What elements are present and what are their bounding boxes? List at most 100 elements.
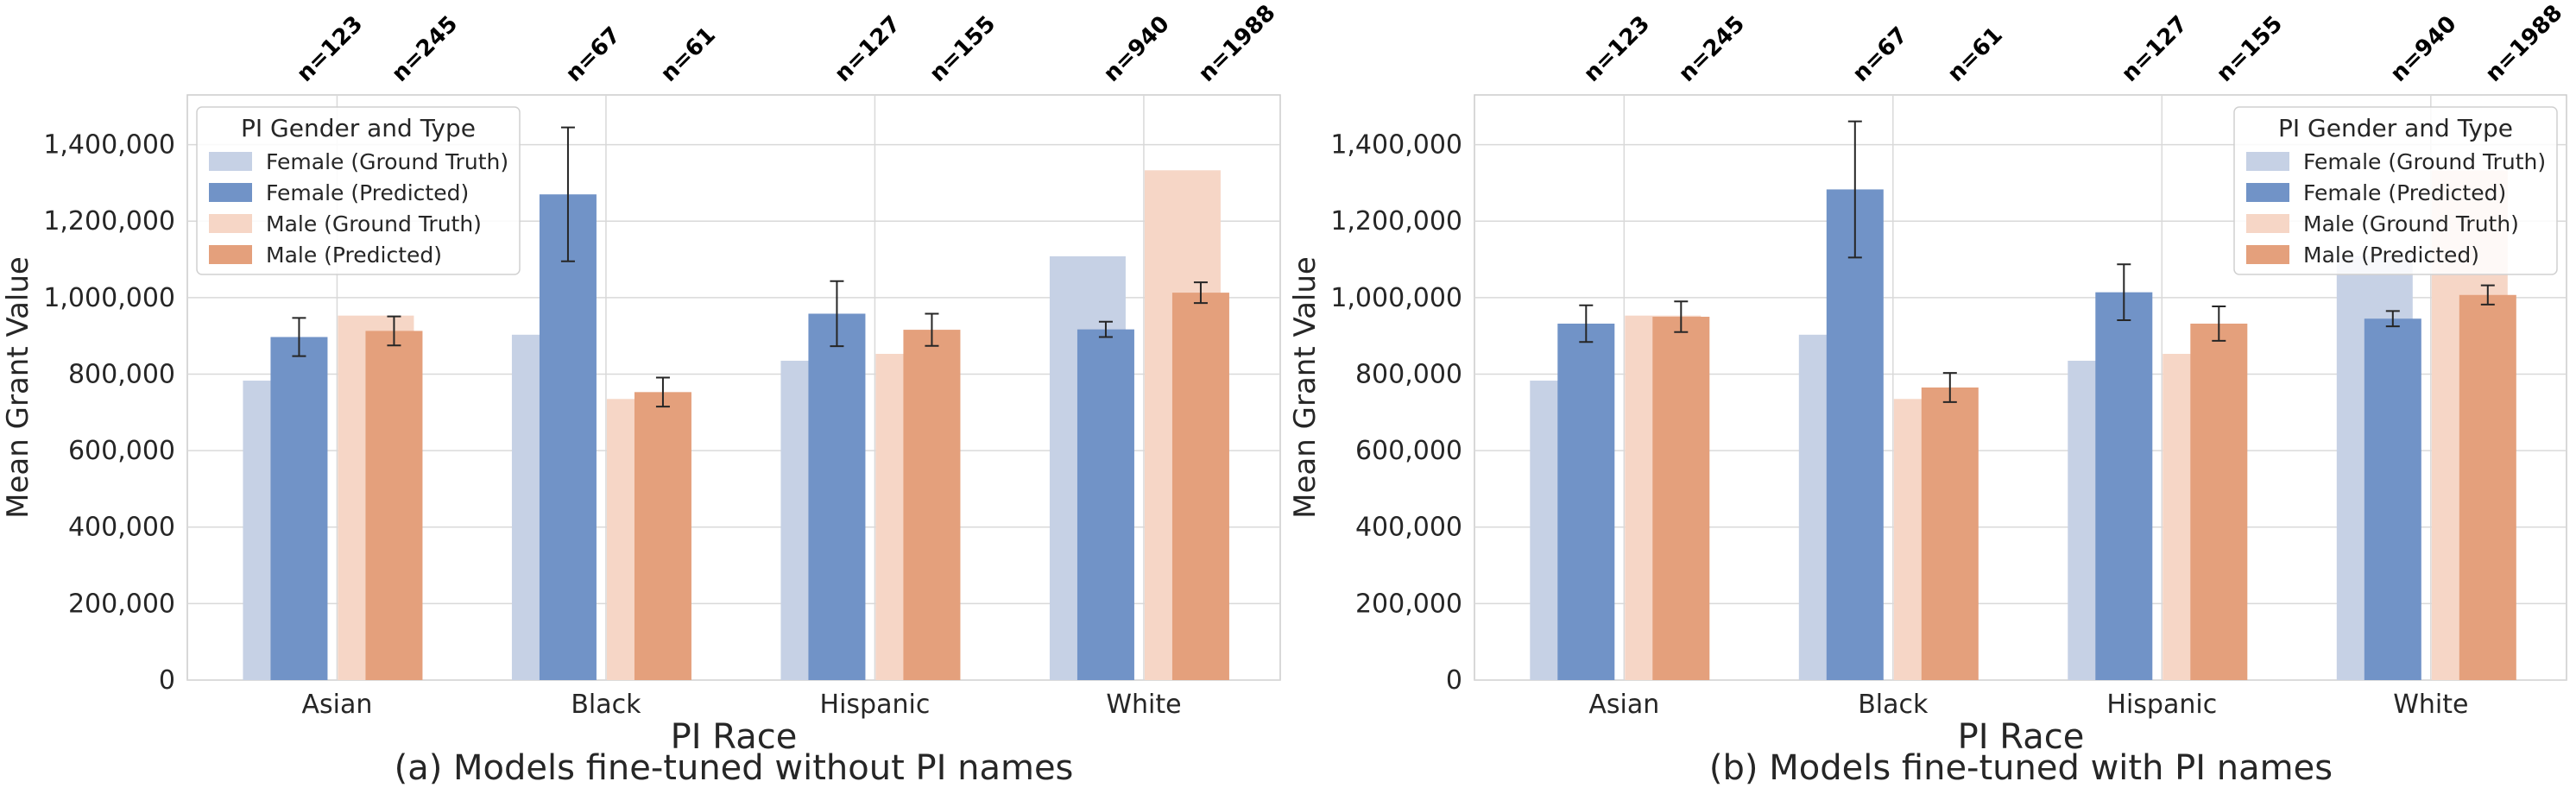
x-tick-label: Black bbox=[571, 690, 641, 720]
error-bar bbox=[2385, 310, 2400, 328]
sample-size-label: n=940 bbox=[1099, 11, 1175, 87]
bar-male-predicted bbox=[903, 330, 961, 680]
sample-size-label: n=245 bbox=[1674, 11, 1750, 87]
y-axis-label: Mean Grant Value bbox=[1288, 256, 1323, 519]
bar-male-predicted bbox=[1652, 317, 1710, 680]
legend-swatch bbox=[2246, 214, 2289, 233]
x-tick-label: Hispanic bbox=[2106, 690, 2217, 720]
bar-male-predicted bbox=[1921, 388, 1979, 680]
sample-size-label: n=67 bbox=[1848, 22, 1913, 87]
legend-swatch bbox=[2246, 183, 2289, 202]
x-tick-label: Asian bbox=[301, 690, 372, 720]
error-bar bbox=[292, 317, 306, 357]
legend-swatch bbox=[209, 245, 252, 264]
legend-entry: Female (Predicted) bbox=[2303, 180, 2506, 205]
error-bar bbox=[2212, 306, 2226, 342]
chart-panel-a: 0 200,000 400,000 600,000 800,000 1,000,000 1,… bbox=[1, 0, 1281, 788]
legend-box bbox=[2233, 106, 2558, 275]
error-bar bbox=[2480, 284, 2495, 306]
y-tick-label: 400,000 bbox=[68, 513, 175, 543]
chart-panel-b: 0 200,000 400,000 600,000 800,000 1,000,000 1,… bbox=[1288, 0, 2567, 788]
bar-female-predicted bbox=[808, 313, 866, 680]
sample-size-label: n=155 bbox=[2212, 11, 2288, 87]
error-bar bbox=[1847, 120, 1862, 259]
y-tick-label: 1,400,000 bbox=[43, 130, 175, 161]
sample-size-label: n=67 bbox=[561, 22, 626, 87]
bar-male-predicted bbox=[2459, 294, 2516, 680]
legend-entry: Female (Predicted) bbox=[266, 180, 469, 205]
legend-swatch bbox=[209, 152, 252, 171]
error-bar bbox=[2117, 263, 2131, 322]
sample-size-label: n=245 bbox=[387, 11, 463, 87]
y-tick-label: 600,000 bbox=[1355, 436, 1462, 466]
y-tick-label: 200,000 bbox=[1355, 589, 1462, 619]
y-axis-label: Mean Grant Value bbox=[1, 256, 35, 519]
bar-female-predicted bbox=[2364, 318, 2421, 680]
y-tick-label: 0 bbox=[159, 665, 175, 696]
legend-title: PI Gender and Type bbox=[241, 114, 476, 142]
x-axis-label: PI Race bbox=[1958, 717, 2085, 757]
y-tick-label: 1,200,000 bbox=[43, 206, 175, 236]
legend-entry: Male (Predicted) bbox=[266, 243, 442, 268]
sample-size-label: n=61 bbox=[1943, 22, 2008, 87]
y-tick-label: 400,000 bbox=[1355, 513, 1462, 543]
bar-female-predicted bbox=[1076, 329, 1134, 680]
legend-box bbox=[196, 106, 521, 275]
error-bar bbox=[830, 280, 844, 348]
error-bar bbox=[560, 126, 575, 262]
x-axis-label: PI Race bbox=[671, 717, 798, 757]
x-tick-label: Hispanic bbox=[820, 690, 931, 720]
error-bar bbox=[1674, 300, 1689, 333]
bar-male-predicted bbox=[2190, 323, 2248, 680]
bar-female-predicted bbox=[270, 337, 328, 680]
bar-male-predicted bbox=[1171, 293, 1229, 680]
sample-size-label: n=123 bbox=[1579, 11, 1655, 87]
error-bar bbox=[1942, 372, 1957, 403]
sample-size-label: n=940 bbox=[2386, 11, 2462, 87]
bar-female-predicted bbox=[2095, 292, 2153, 680]
sample-size-label: n=127 bbox=[830, 11, 906, 87]
x-tick-label: Black bbox=[1858, 690, 1929, 720]
legend-swatch bbox=[2246, 245, 2289, 264]
y-tick-label: 1,000,000 bbox=[43, 283, 175, 313]
y-tick-label: 1,000,000 bbox=[1330, 283, 1462, 313]
legend-title: PI Gender and Type bbox=[2278, 114, 2513, 142]
legend-entry: Male (Ground Truth) bbox=[2303, 211, 2519, 236]
chart-title: (a) Models fine-tuned without PI names bbox=[395, 748, 1074, 788]
sample-size-label: n=61 bbox=[656, 22, 721, 87]
sample-size-label: n=1988 bbox=[1194, 0, 1281, 87]
bar-female-predicted bbox=[1826, 189, 1884, 680]
legend-entry: Female (Ground Truth) bbox=[2303, 149, 2546, 174]
legend-swatch bbox=[2246, 152, 2289, 171]
legend-entry: Male (Ground Truth) bbox=[266, 211, 482, 236]
error-bar bbox=[1098, 320, 1113, 338]
sample-size-label: n=1988 bbox=[2481, 0, 2568, 87]
legend-entry: Female (Ground Truth) bbox=[266, 149, 508, 174]
chart-title: (b) Models fine-tuned with PI names bbox=[1709, 748, 2333, 788]
bar-male-predicted bbox=[365, 331, 423, 680]
y-tick-label: 0 bbox=[1446, 665, 1462, 696]
sample-size-label: n=155 bbox=[925, 11, 1001, 87]
bar-female-predicted bbox=[1557, 323, 1615, 680]
sample-size-label: n=127 bbox=[2117, 11, 2193, 87]
x-tick-label: White bbox=[1106, 690, 1181, 720]
y-tick-label: 800,000 bbox=[1355, 359, 1462, 389]
legend-entry: Male (Predicted) bbox=[2303, 243, 2479, 268]
legend-swatch bbox=[209, 183, 252, 202]
y-tick-label: 1,200,000 bbox=[1330, 206, 1462, 236]
error-bar bbox=[387, 315, 401, 347]
y-tick-label: 200,000 bbox=[68, 589, 175, 619]
y-tick-label: 600,000 bbox=[68, 436, 175, 466]
bar-male-predicted bbox=[634, 392, 691, 680]
bar-female-predicted bbox=[539, 194, 597, 680]
legend-swatch bbox=[209, 214, 252, 233]
error-bar bbox=[655, 376, 670, 408]
error-bar bbox=[925, 312, 939, 347]
y-tick-label: 1,400,000 bbox=[1330, 130, 1462, 161]
legend: PI Gender and Type Female (Ground Truth) F… bbox=[2233, 106, 2558, 275]
y-tick-label: 800,000 bbox=[68, 359, 175, 389]
x-tick-label: White bbox=[2393, 690, 2468, 720]
x-tick-label: Asian bbox=[1588, 690, 1659, 720]
error-bar bbox=[1579, 304, 1594, 343]
